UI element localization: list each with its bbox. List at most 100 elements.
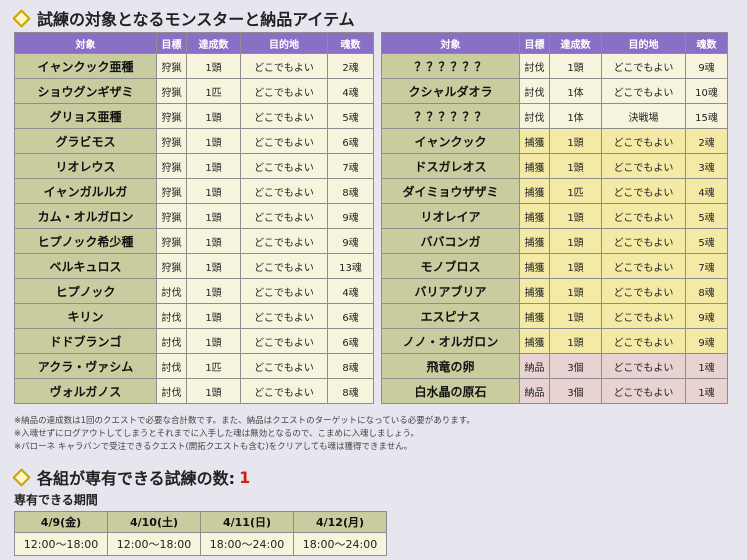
destination-cell: どこでもよい [240, 153, 328, 179]
destination-cell: どこでもよい [601, 153, 686, 179]
monster-name: ヒプノック [14, 278, 157, 304]
destination-cell: どこでもよい [601, 178, 686, 204]
table-header-row: 対象 目標 達成数 目的地 魂数 [14, 32, 374, 54]
period-day-row: 4/9(金) 4/10(土) 4/11(日) 4/12(月) [14, 511, 387, 533]
table-row: キリン 討伐 1頭 どこでもよい 6魂 [14, 303, 374, 329]
destination-cell: どこでもよい [601, 228, 686, 254]
goal-cell: 狩猟 [156, 153, 187, 179]
count-cell: 1頭 [186, 253, 241, 279]
monster-name: ドドブランゴ [14, 328, 157, 354]
destination-cell: どこでもよい [240, 103, 328, 129]
monster-name: ヴォルガノス [14, 378, 157, 404]
count-cell: 1匹 [186, 353, 241, 379]
note-line: ※納品の達成数は1回のクエストで必要な合計数です。また、納品はクエストのターゲッ… [14, 416, 475, 426]
header-count: 達成数 [186, 32, 241, 54]
count-cell: 1頭 [186, 103, 241, 129]
destination-cell: どこでもよい [240, 128, 328, 154]
destination-cell: どこでもよい [601, 353, 686, 379]
monster-name: ヒプノック希少種 [14, 228, 157, 254]
monster-name: リオレイア [381, 203, 520, 229]
souls-cell: 5魂 [327, 103, 374, 129]
goal-cell: 捕獲 [519, 303, 550, 329]
table-row: ベルキュロス 狩猟 1頭 どこでもよい 13魂 [14, 253, 374, 279]
monster-name: ババコンガ [381, 228, 520, 254]
destination-cell: どこでもよい [240, 178, 328, 204]
souls-cell: 4魂 [685, 178, 728, 204]
count-cell: 1頭 [186, 178, 241, 204]
goal-cell: 納品 [519, 353, 550, 379]
table-row: ダイミョウザザミ 捕獲 1匹 どこでもよい 4魂 [381, 178, 728, 204]
monster-name: グラビモス [14, 128, 157, 154]
destination-cell: どこでもよい [240, 328, 328, 354]
souls-cell: 9魂 [685, 328, 728, 354]
header-destination: 目的地 [240, 32, 328, 54]
destination-cell: どこでもよい [601, 78, 686, 104]
period-day: 4/11(日) [200, 511, 294, 533]
destination-cell: どこでもよい [240, 78, 328, 104]
period-time: 18:00〜24:00 [293, 532, 387, 556]
count-cell: 1頭 [186, 153, 241, 179]
monster-name: ショウグンギザミ [14, 78, 157, 104]
monster-name: ベルキュロス [14, 253, 157, 279]
table-row: ドスガレオス 捕獲 1頭 どこでもよい 3魂 [381, 153, 728, 179]
goal-cell: 討伐 [519, 103, 550, 129]
count-cell: 1頭 [549, 228, 602, 254]
count-cell: 1体 [549, 78, 602, 104]
goal-cell: 討伐 [156, 328, 187, 354]
monster-name: クシャルダオラ [381, 78, 520, 104]
destination-cell: どこでもよい [601, 328, 686, 354]
monster-name: リオレウス [14, 153, 157, 179]
destination-cell: どこでもよい [240, 303, 328, 329]
period-time: 18:00〜24:00 [200, 532, 294, 556]
table-row: ババコンガ 捕獲 1頭 どこでもよい 5魂 [381, 228, 728, 254]
monster-name: アクラ・ヴァシム [14, 353, 157, 379]
souls-cell: 7魂 [327, 153, 374, 179]
destination-cell: どこでもよい [240, 353, 328, 379]
count-cell: 1頭 [549, 328, 602, 354]
souls-cell: 2魂 [685, 128, 728, 154]
goal-cell: 討伐 [156, 303, 187, 329]
table-row: ヒプノック 討伐 1頭 どこでもよい 4魂 [14, 278, 374, 304]
goal-cell: 討伐 [156, 353, 187, 379]
count-cell: 1頭 [186, 378, 241, 404]
souls-cell: 13魂 [327, 253, 374, 279]
period-day: 4/9(金) [14, 511, 108, 533]
souls-cell: 15魂 [685, 103, 728, 129]
table-row: 白水晶の原石 納品 3個 どこでもよい 1魂 [381, 378, 728, 404]
count-cell: 1頭 [549, 128, 602, 154]
goal-cell: 狩猟 [156, 78, 187, 104]
souls-cell: 9魂 [327, 203, 374, 229]
monster-name: イャンガルルガ [14, 178, 157, 204]
count-cell: 3個 [549, 353, 602, 379]
section-title-text: 試練の対象となるモンスターと納品アイテム [37, 10, 355, 29]
count-cell: 1頭 [549, 253, 602, 279]
note-line: ※入魂せずにログアウトしてしまうとそれまでに入手した魂は無効となるので、こまめに… [14, 429, 420, 439]
count-cell: 1頭 [549, 203, 602, 229]
count-cell: 1頭 [186, 53, 241, 79]
count-cell: 1頭 [186, 128, 241, 154]
header-goal: 目標 [519, 32, 550, 54]
goal-cell: 討伐 [156, 378, 187, 404]
header-goal: 目標 [156, 32, 187, 54]
count-cell: 3個 [549, 378, 602, 404]
diamond-bullet-icon [12, 467, 31, 487]
monster-name: エスピナス [381, 303, 520, 329]
monster-name: ノノ・オルガロン [381, 328, 520, 354]
table-row: ショウグンギザミ 狩猟 1匹 どこでもよい 4魂 [14, 78, 374, 104]
table-row: クシャルダオラ 討伐 1体 どこでもよい 10魂 [381, 78, 728, 104]
destination-cell: どこでもよい [601, 378, 686, 404]
souls-cell: 4魂 [327, 78, 374, 104]
goal-cell: 捕獲 [519, 128, 550, 154]
monster-name: バリアブリア [381, 278, 520, 304]
goal-cell: 捕獲 [519, 328, 550, 354]
souls-cell: 1魂 [685, 353, 728, 379]
goal-cell: 討伐 [156, 278, 187, 304]
table-row: アクラ・ヴァシム 討伐 1匹 どこでもよい 8魂 [14, 353, 374, 379]
destination-cell: どこでもよい [240, 378, 328, 404]
destination-cell: どこでもよい [240, 278, 328, 304]
count-cell: 1匹 [186, 78, 241, 104]
header-target: 対象 [381, 32, 520, 54]
goal-cell: 狩猟 [156, 253, 187, 279]
period-time: 12:00〜18:00 [14, 532, 108, 556]
section-title-trial-count: 各組が専有できる試練の数: 1 [12, 465, 250, 489]
